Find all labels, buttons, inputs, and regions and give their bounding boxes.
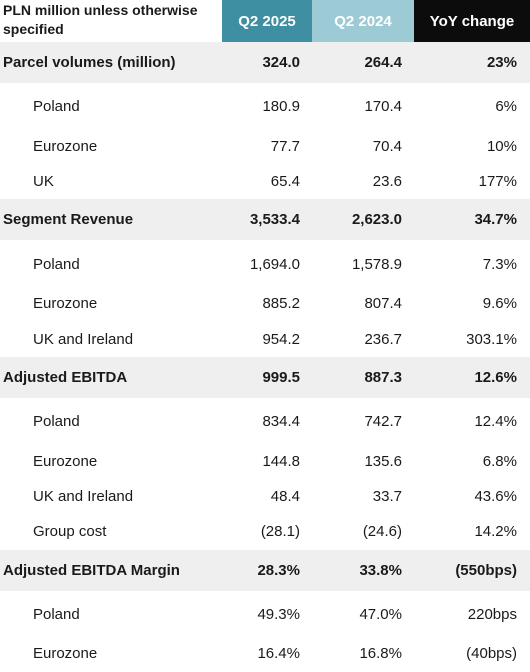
value-yoy: 23% [414,42,530,83]
value-yoy: 34.7% [414,199,530,241]
value-yoy: 12.6% [414,356,530,398]
value-yoy: 303.1% [414,321,530,357]
value-q2-2024: 2,623.0 [312,199,414,241]
row-label: Adjusted EBITDA Margin [0,549,222,591]
value-q2-2024: 135.6 [312,443,414,479]
table-row: Eurozone 885.2 807.4 9.6% [0,285,530,322]
header-row: PLN million unless otherwise specified Q… [0,0,530,42]
value-q2-2025: 16.4% [222,636,312,672]
row-label: Eurozone [0,443,222,479]
row-label: Eurozone [0,128,222,164]
value-yoy: 14.2% [414,514,530,550]
row-label: UK and Ireland [0,478,222,515]
value-q2-2024: 23.6 [312,163,414,200]
value-q2-2024: 70.4 [312,128,414,164]
value-yoy: 10% [414,128,530,164]
value-yoy: 12.4% [414,397,530,444]
value-yoy: 6% [414,83,530,129]
table-row: Eurozone 16.4% 16.8% (40bps) [0,636,530,672]
row-label: Adjusted EBITDA [0,356,222,398]
value-q2-2024: 33.7 [312,478,414,515]
row-label: Poland [0,240,222,286]
value-q2-2025: 1,694.0 [222,240,312,286]
value-q2-2025: 49.3% [222,590,312,637]
group-row-adjusted-ebitda-margin: Adjusted EBITDA Margin 28.3% 33.8% (550b… [0,549,530,591]
value-q2-2025: 834.4 [222,397,312,444]
value-q2-2024: 264.4 [312,42,414,83]
row-label: UK and Ireland [0,321,222,357]
table-row: Poland 834.4 742.7 12.4% [0,397,530,444]
row-label: Poland [0,590,222,637]
value-q2-2025: (28.1) [222,514,312,550]
group-row-parcel-volumes: Parcel volumes (million) 324.0 264.4 23% [0,42,530,83]
table-row: Eurozone 77.7 70.4 10% [0,128,530,164]
value-q2-2025: 999.5 [222,356,312,398]
value-q2-2024: 742.7 [312,397,414,444]
row-label: UK [0,163,222,200]
table-row: Poland 180.9 170.4 6% [0,83,530,129]
row-label: Poland [0,397,222,444]
value-yoy: 177% [414,163,530,200]
value-q2-2024: 33.8% [312,549,414,591]
value-q2-2024: (24.6) [312,514,414,550]
value-q2-2025: 180.9 [222,83,312,129]
value-q2-2024: 236.7 [312,321,414,357]
group-row-adjusted-ebitda: Adjusted EBITDA 999.5 887.3 12.6% [0,356,530,398]
table-row: Eurozone 144.8 135.6 6.8% [0,443,530,479]
row-label: Eurozone [0,285,222,322]
row-label: Poland [0,83,222,129]
value-q2-2024: 170.4 [312,83,414,129]
group-row-segment-revenue: Segment Revenue 3,533.4 2,623.0 34.7% [0,199,530,241]
row-label: Eurozone [0,636,222,672]
table-row: Poland 1,694.0 1,578.9 7.3% [0,240,530,286]
table-row: UK 65.4 23.6 177% [0,163,530,200]
row-label: Parcel volumes (million) [0,42,222,83]
table-row: Group cost (28.1) (24.6) 14.2% [0,514,530,550]
value-q2-2025: 77.7 [222,128,312,164]
value-q2-2024: 16.8% [312,636,414,672]
value-yoy: 7.3% [414,240,530,286]
value-yoy: 220bps [414,590,530,637]
row-label: Group cost [0,514,222,550]
value-q2-2025: 48.4 [222,478,312,515]
value-q2-2025: 3,533.4 [222,199,312,241]
value-q2-2025: 144.8 [222,443,312,479]
value-yoy: 6.8% [414,443,530,479]
header-q2-2025: Q2 2025 [222,0,312,42]
table-row: UK and Ireland 48.4 33.7 43.6% [0,478,530,515]
value-q2-2024: 47.0% [312,590,414,637]
value-yoy: 9.6% [414,285,530,322]
header-units-label: PLN million unless otherwise specified [0,0,222,42]
header-yoy-change: YoY change [414,0,530,42]
value-q2-2025: 28.3% [222,549,312,591]
value-q2-2025: 65.4 [222,163,312,200]
value-q2-2024: 887.3 [312,356,414,398]
value-yoy: (550bps) [414,549,530,591]
header-q2-2024: Q2 2024 [312,0,414,42]
row-label: Segment Revenue [0,199,222,241]
value-q2-2024: 1,578.9 [312,240,414,286]
value-q2-2025: 885.2 [222,285,312,322]
value-q2-2025: 324.0 [222,42,312,83]
value-q2-2024: 807.4 [312,285,414,322]
value-yoy: (40bps) [414,636,530,672]
table-row: Poland 49.3% 47.0% 220bps [0,590,530,637]
table-row: UK and Ireland 954.2 236.7 303.1% [0,321,530,357]
value-q2-2025: 954.2 [222,321,312,357]
value-yoy: 43.6% [414,478,530,515]
